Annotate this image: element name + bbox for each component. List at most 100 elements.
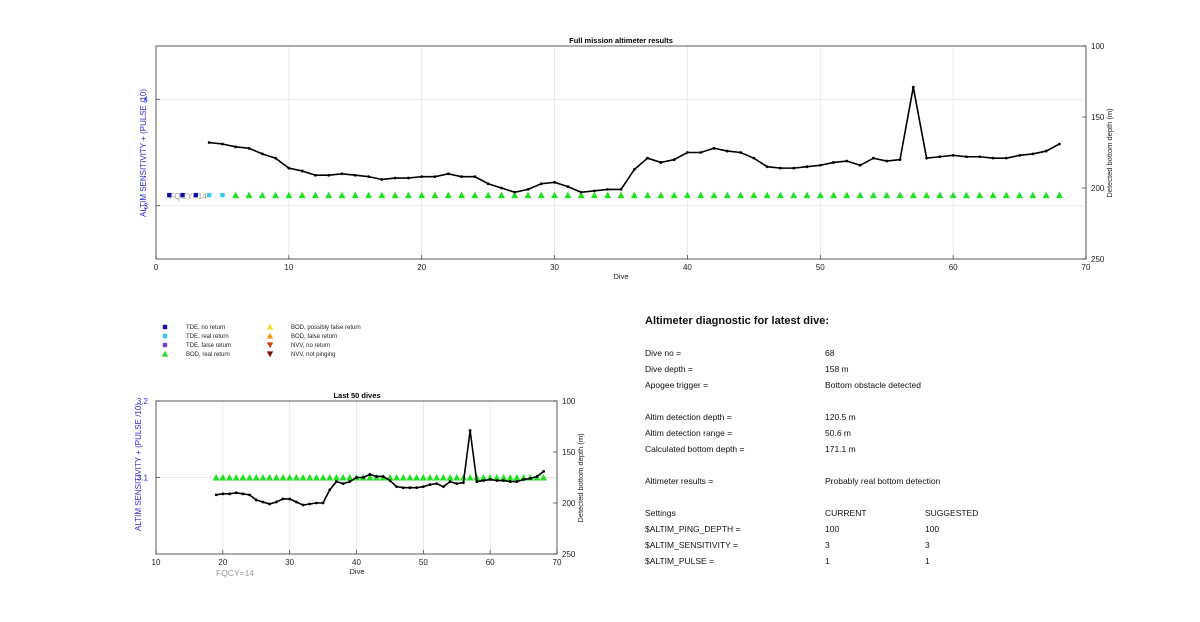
top-bod-real-return-marker — [511, 191, 519, 199]
top-bottom-depth-point — [420, 175, 424, 179]
legend-tde-false-return-marker — [162, 342, 168, 348]
top-bottom-depth-point — [1031, 152, 1035, 156]
bottom-bottom-depth-point — [388, 479, 392, 482]
legend-nvv-no-return-label: NVV, no return — [291, 343, 330, 349]
top-bottom-depth-point — [938, 155, 942, 159]
top-bottom-depth-point — [340, 172, 344, 176]
legend-tde-false-return-label: TDE, false return — [186, 343, 231, 349]
top-bod-real-return-marker — [524, 191, 532, 199]
bottom-bottom-depth-point — [355, 476, 358, 479]
legend: TDE, no return TDE, real return TDE, false… — [161, 323, 361, 358]
top-bod-real-return-marker — [537, 191, 545, 199]
top-bod-real-return-marker — [285, 191, 293, 199]
bottom-bod-real-return-marker — [326, 474, 334, 481]
bottom-bottom-depth-point — [348, 480, 352, 483]
bottom-bod-real-return-marker — [486, 474, 494, 481]
top-bod-real-return-marker — [590, 191, 598, 199]
bottom-bod-real-return-marker — [466, 474, 474, 481]
bottom-bod-real-return-marker — [433, 474, 441, 481]
top-bottom-depth-point — [393, 176, 397, 180]
top-grid — [156, 46, 1086, 259]
top-fqcy-annotation: FQCY=14 — [169, 191, 207, 201]
bottom-bottom-depth-point — [448, 480, 452, 483]
bottom-bottom-depth-point — [502, 479, 505, 482]
bottom-bottom-depth-point — [475, 480, 479, 483]
bottom-bod-real-return-marker — [332, 474, 340, 481]
top-bod-real-return-marker — [338, 191, 346, 199]
top-bottom-depth-point — [619, 188, 623, 191]
top-bod-real-return-marker — [577, 191, 585, 199]
bottom-bottom-depth-point — [254, 498, 258, 502]
top-bottom-depth-point — [473, 175, 477, 179]
ping-depth-label: $ALTIM_PING_DEPTH = — [645, 524, 741, 534]
bottom-right-axis-label: Detected bottom depth (m) — [576, 433, 585, 523]
top-bod-real-return-marker — [936, 191, 944, 199]
top-bod-real-return-marker — [949, 191, 957, 199]
top-bottom-depth-point — [739, 151, 742, 154]
bottom-bottom-depth-point — [288, 497, 292, 501]
bottom-bod-real-return-marker — [446, 474, 454, 481]
top-bod-real-return-marker — [710, 191, 718, 199]
top-bottom-depth-point — [911, 85, 915, 89]
apogee-trigger-label: Apogee trigger = — [645, 380, 709, 390]
bottom-bod-real-return-marker — [239, 474, 247, 481]
top-bod-real-return-marker — [1055, 191, 1063, 199]
top-bod-real-return-marker — [843, 191, 851, 199]
bottom-bod-real-return-marker — [346, 474, 354, 481]
bottom-bod-real-return-marker — [266, 474, 274, 481]
bottom-bod-real-return-marker — [506, 474, 514, 481]
bottom-bottom-depth-point — [495, 479, 499, 482]
bottom-bottom-depth-point — [368, 473, 372, 476]
top-bottom-depth-point — [221, 142, 224, 146]
top-bottom-depth-point — [327, 173, 331, 177]
diagnostic-title: Altimeter diagnostic for latest dive: — [645, 315, 829, 327]
bottom-bottom-depth-point — [401, 486, 405, 490]
legend-bod-false-return-marker — [266, 332, 274, 339]
bottom-bod-real-return-marker — [513, 474, 521, 481]
bottom-bottom-depth-point — [441, 485, 445, 489]
bottom-bod-real-return-marker — [299, 474, 307, 481]
top-bottom-depth-point — [526, 188, 530, 191]
bottom-bod-real-return-marker — [439, 474, 447, 481]
bottom-bod-real-return-marker — [259, 474, 267, 481]
top-bottom-depth-point — [1058, 142, 1061, 146]
bottom-bod-real-return-marker — [292, 474, 300, 481]
top-bod-real-return-marker — [883, 191, 891, 199]
top-tde-no-return-marker — [180, 192, 185, 198]
top-bod-real-return-marker — [790, 191, 798, 199]
bottom-bod-real-return-marker — [286, 474, 294, 481]
top-bottom-depth-point — [407, 176, 410, 180]
top-y-right-tick-label: 150 — [1091, 113, 1105, 122]
top-bod-real-return-marker — [657, 191, 665, 199]
top-bod-real-return-marker — [630, 191, 638, 199]
detection-range-value: 50.6 m — [825, 428, 851, 438]
pulse-current: 1 — [825, 556, 830, 566]
top-bottom-depth-point — [659, 161, 663, 164]
top-bod-real-return-marker — [763, 191, 771, 199]
top-chart-title: Full mission altimeter results — [569, 36, 673, 45]
top-altim-markers — [167, 191, 1063, 199]
top-bottom-depth-point — [805, 165, 809, 169]
bottom-bottom-depth-point — [395, 485, 398, 489]
top-tde-no-return-marker — [193, 192, 199, 198]
detection-depth-value: 120.5 m — [825, 412, 856, 422]
top-bottom-depth-point — [885, 159, 889, 163]
top-x-tick-label: 0 — [154, 263, 159, 272]
bottom-y-right-tick-label: 200 — [562, 499, 576, 508]
top-bottom-depth-point — [712, 146, 716, 150]
legend-tde-no-return-label: TDE, no return — [186, 325, 225, 331]
top-bod-real-return-marker — [325, 191, 333, 199]
top-bod-real-return-marker — [232, 191, 240, 199]
top-bod-real-return-marker — [896, 191, 904, 199]
top-x-axis-label: Dive — [613, 272, 628, 281]
top-bottom-depth-point — [951, 153, 955, 157]
dive-depth-value: 158 m — [825, 364, 849, 374]
bottom-bottom-depth-point — [281, 497, 285, 501]
bottom-bottom-depth-point — [535, 475, 539, 478]
ping-depth-current: 100 — [825, 524, 840, 534]
top-bod-real-return-marker — [258, 191, 266, 199]
bottom-x-tick-label: 30 — [285, 558, 294, 567]
top-bottom-depth-point — [1018, 153, 1021, 157]
top-bottom-depth-point — [274, 156, 277, 160]
suggested-header: SUGGESTED — [925, 508, 979, 518]
